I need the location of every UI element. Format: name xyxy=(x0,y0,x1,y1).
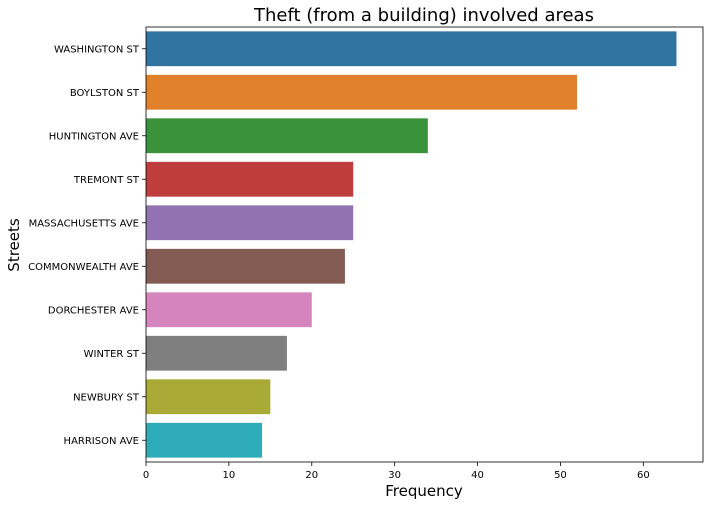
y-axis-title: Streets xyxy=(5,218,23,272)
plot-frame xyxy=(145,26,704,463)
y-tick-label-massachusetts-ave: MASSACHUSETTS AVE xyxy=(29,218,139,229)
x-tick-label-60: 60 xyxy=(637,470,650,481)
bar-commonwealth-ave xyxy=(146,248,345,284)
bar-tremont-st xyxy=(146,161,354,197)
chart-title: Theft (from a building) involved areas xyxy=(253,5,594,26)
bar-harrison-ave xyxy=(146,422,263,458)
x-tick-label-50: 50 xyxy=(554,470,567,481)
y-tick-label-winter-st: WINTER ST xyxy=(84,349,140,360)
x-tick-label-0: 0 xyxy=(143,470,149,481)
bar-washington-st xyxy=(146,31,677,67)
bar-newbury-st xyxy=(146,379,271,415)
x-tick-label-20: 20 xyxy=(305,470,318,481)
y-tick-label-boylston-st: BOYLSTON ST xyxy=(70,88,140,99)
bar-massachusetts-ave xyxy=(146,205,354,241)
y-tick-label-huntington-ave: HUNTINGTON AVE xyxy=(49,131,139,142)
bar-winter-st xyxy=(146,335,287,371)
bar-boylston-st xyxy=(146,74,578,110)
x-tick-label-40: 40 xyxy=(471,470,484,481)
y-tick-label-newbury-st: NEWBURY ST xyxy=(73,392,140,403)
x-tick-label-30: 30 xyxy=(388,470,401,481)
y-tick-label-washington-st: WASHINGTON ST xyxy=(54,44,140,55)
x-tick-label-10: 10 xyxy=(223,470,236,481)
bar-huntington-ave xyxy=(146,118,428,154)
y-tick-label-commonwealth-ave: COMMONWEALTH AVE xyxy=(28,262,139,273)
y-tick-label-dorchester-ave: DORCHESTER AVE xyxy=(48,305,139,316)
y-tick-label-harrison-ave: HARRISON AVE xyxy=(64,436,139,447)
x-axis-title: Frequency xyxy=(385,482,463,500)
plot-area: WASHINGTON ST BOYLSTON ST HUNTINGTON AVE TR… xyxy=(28,26,704,481)
y-tick-label-tremont-st: TREMONT ST xyxy=(73,175,140,186)
bar-dorchester-ave xyxy=(146,292,312,328)
